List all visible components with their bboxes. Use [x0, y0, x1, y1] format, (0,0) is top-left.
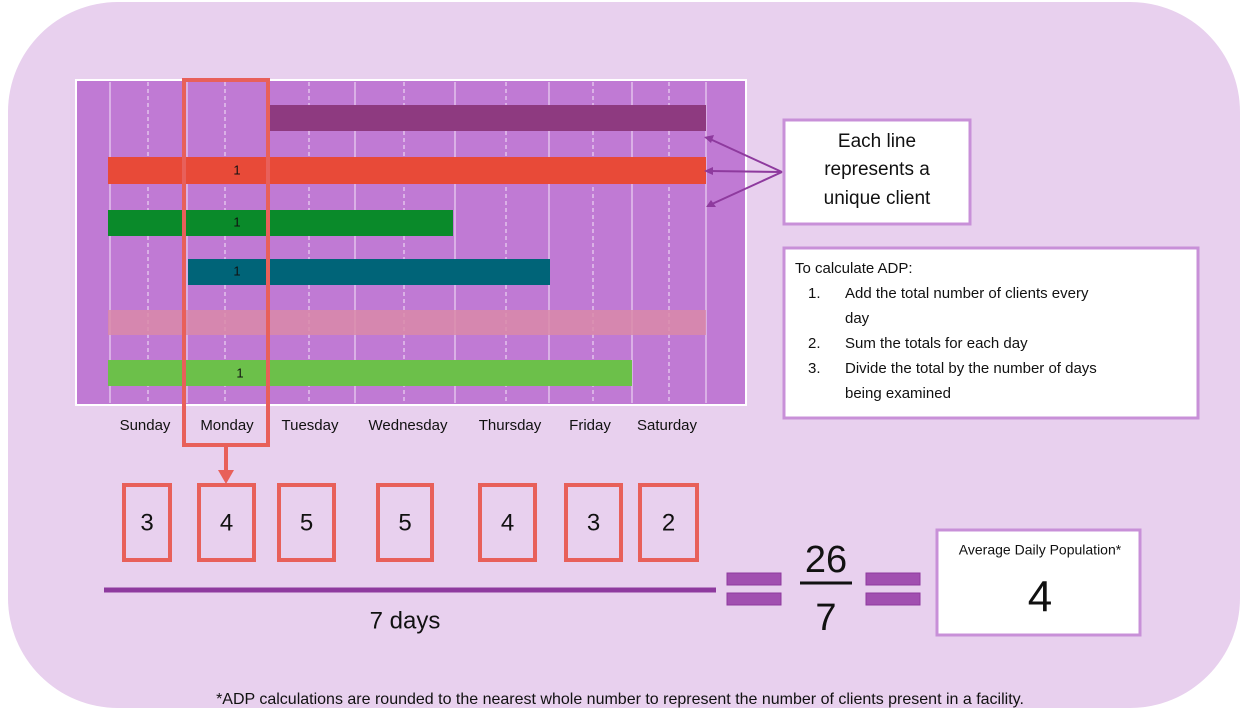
client-bar — [108, 157, 706, 184]
equals-bar — [726, 592, 782, 606]
fraction-denominator: 7 — [815, 597, 836, 639]
arrowhead — [704, 135, 714, 143]
day-label: Sunday — [120, 417, 171, 434]
day-labels: Sunday Monday Tuesday Wednesday Thursday Frid… — [120, 417, 698, 434]
day-label: Saturday — [637, 417, 698, 434]
day-label: Thursday — [479, 417, 542, 434]
day-label: Tuesday — [282, 417, 339, 434]
arrow — [709, 138, 783, 173]
day-label: Monday — [200, 417, 254, 434]
arrowhead — [704, 167, 713, 175]
arrowhead — [706, 200, 716, 207]
step-text: Sum the totals for each day — [845, 335, 1028, 352]
step-number: 2. — [808, 335, 821, 352]
day-dividers — [109, 82, 707, 403]
fraction-numerator: 26 — [805, 539, 847, 581]
instructions-title: To calculate ADP: — [795, 260, 913, 277]
bar-label: 1 — [233, 162, 240, 177]
callout-text: represents a — [824, 159, 930, 180]
equals-signs — [726, 572, 921, 606]
count-box — [638, 483, 699, 562]
client-bar — [188, 259, 550, 285]
bar-label: 1 — [236, 365, 243, 380]
chart-area — [75, 79, 747, 406]
bar-label: 1 — [233, 214, 240, 229]
equals-bar — [726, 572, 782, 586]
instructions-box — [782, 246, 1200, 420]
arrow — [709, 170, 783, 173]
count-value: 3 — [587, 509, 600, 536]
arrow — [711, 171, 783, 205]
callout-box — [782, 118, 972, 226]
count-value: 5 — [398, 509, 411, 536]
count-box — [122, 483, 172, 562]
result-box — [935, 528, 1142, 637]
instructions: To calculate ADP: 1. Add the total number… — [795, 260, 1097, 402]
client-bar — [108, 360, 632, 386]
count-box — [197, 483, 256, 562]
step-text: Add the total number of clients every — [845, 285, 1089, 302]
step-text: being examined — [845, 385, 951, 402]
count-value: 2 — [662, 509, 675, 536]
equals-bar — [865, 572, 921, 586]
callout-arrows — [709, 138, 783, 205]
result-value: 4 — [1028, 573, 1052, 622]
step-number: 3. — [808, 360, 821, 377]
count-value: 3 — [140, 509, 153, 536]
client-bar — [108, 210, 453, 236]
callout-text: Each line — [838, 131, 916, 152]
count-box — [478, 483, 537, 562]
step-text: day — [845, 310, 870, 327]
client-bar — [108, 310, 706, 335]
equals-bar — [865, 592, 921, 606]
bar-label: 1 — [233, 263, 240, 278]
count-box — [376, 483, 434, 562]
count-value: 4 — [220, 509, 233, 536]
denominator-label: 7 days — [370, 607, 441, 634]
step-number: 1. — [808, 285, 821, 302]
client-bar — [270, 105, 706, 131]
highlight-arrowhead — [218, 470, 234, 484]
count-value: 4 — [501, 509, 514, 536]
count-value: 5 — [300, 509, 313, 536]
count-box — [277, 483, 336, 562]
step-text: Divide the total by the number of days — [845, 360, 1097, 377]
callout-text: unique client — [824, 188, 931, 209]
footnote: *ADP calculations are rounded to the nea… — [216, 691, 1024, 708]
day-label: Friday — [569, 417, 611, 434]
count-box — [564, 483, 623, 562]
result-label: Average Daily Population* — [959, 542, 1122, 558]
daily-counts: 3 4 5 5 4 3 2 — [122, 483, 699, 562]
day-label: Wednesday — [369, 417, 448, 434]
